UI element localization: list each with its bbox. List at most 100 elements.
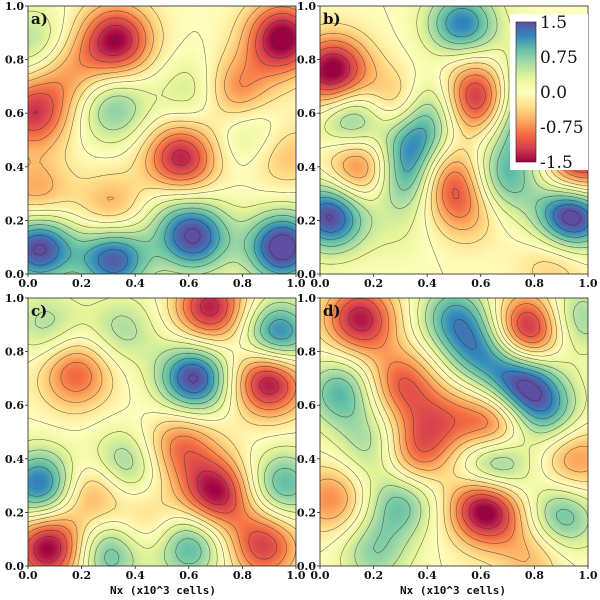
- contour-level: [27, 319, 293, 497]
- contour-level: [27, 297, 297, 567]
- contour-lines: [319, 297, 589, 567]
- colorbar-tick-label: 1.5: [540, 13, 567, 33]
- contour-level: [27, 6, 297, 181]
- contour-level: [322, 297, 575, 554]
- panel-a: 0.00.0 0.2 0.2 0.4 0.4 0.6 0.6 0.8 0.8 1.0 1.0 a): [5, 0, 306, 290]
- contour-level: [27, 297, 297, 567]
- axes-frame: [319, 297, 589, 567]
- contour-level: [516, 380, 542, 402]
- x-tick-label: 0.6: [471, 277, 490, 290]
- contour-level: [188, 373, 199, 384]
- x-tick-label: 1.0: [578, 277, 597, 290]
- contour-level: [27, 301, 297, 567]
- colorbar: 1.5 0.75 0.0 -0.75 -1.5: [510, 13, 588, 173]
- contour-level: [319, 297, 589, 567]
- contour-level: [348, 307, 503, 529]
- contour-level: [27, 297, 296, 567]
- tick-labels: 0.00.00.20.20.40.40.60.60.80.81.01.0: [297, 0, 598, 290]
- tick-labels: 0.00.00.20.20.40.40.60.60.80.81.01.0: [297, 292, 598, 582]
- contour-level: [27, 5, 297, 217]
- x-tick-label: 0.8: [525, 569, 544, 582]
- contour-level: [27, 213, 297, 275]
- panel-label: a): [31, 10, 48, 28]
- contour-lines: [27, 5, 297, 275]
- y-tick-label: 0.4: [5, 161, 24, 174]
- x-tick-label: 0.2: [364, 277, 383, 290]
- contour-level: [319, 22, 589, 275]
- heatmap-image: [320, 298, 588, 566]
- x-tick-label: 0.2: [72, 569, 91, 582]
- contour-level: [478, 507, 493, 520]
- y-tick-label: 0.2: [297, 214, 316, 227]
- x-tick-label: 0.8: [233, 277, 252, 290]
- contour-level: [319, 5, 589, 265]
- x-axis-labels: Nx (x10^3 cells) Nx (x10^3 cells): [110, 584, 506, 597]
- contour-level: [319, 297, 589, 567]
- x-tick-label: 0.4: [418, 569, 437, 582]
- panel-label: c): [31, 302, 47, 320]
- contour-level: [324, 62, 341, 77]
- y-tick-label: 0.4: [297, 161, 316, 174]
- contour-level: [27, 10, 297, 229]
- x-axis-label-bottom-left: Nx (x10^3 cells): [110, 584, 216, 597]
- y-tick-label: 0.0: [5, 268, 24, 281]
- contour-level: [27, 297, 297, 567]
- contour-level: [27, 13, 297, 175]
- x-tick-label: 0.4: [126, 277, 145, 290]
- y-tick-label: 0.6: [5, 399, 24, 412]
- x-tick-label: 0.2: [72, 277, 91, 290]
- colorbar-tick-label: -0.75: [540, 118, 584, 138]
- y-tick-label: 0.2: [297, 506, 316, 519]
- contour-level: [319, 297, 589, 562]
- x-axis-label-bottom-right: Nx (x10^3 cells): [400, 584, 506, 597]
- contour-level: [111, 28, 293, 50]
- x-tick-label: 0.8: [233, 569, 252, 582]
- contour-level: [339, 298, 540, 537]
- contour-level: [27, 95, 297, 275]
- x-tick-label: 0.0: [310, 277, 329, 290]
- contour-lines: [319, 5, 589, 275]
- contour-level: [36, 363, 209, 482]
- contour-level: [27, 5, 297, 201]
- tick-labels: 0.00.00.20.20.40.40.60.60.80.81.01.0: [5, 0, 306, 290]
- contour-level: [27, 5, 297, 223]
- y-tick-label: 0.2: [5, 214, 24, 227]
- contour-lines: [27, 297, 297, 567]
- contour-level: [27, 297, 289, 567]
- panel-label: b): [323, 10, 341, 28]
- y-tick-label: 0.2: [5, 506, 24, 519]
- x-tick-label: 1.0: [286, 277, 305, 290]
- x-tick-label: 1.0: [578, 569, 597, 582]
- x-tick-label: 0.4: [126, 569, 145, 582]
- contour-level: [33, 297, 279, 564]
- panel-c: 0.00.0 0.2 0.2 0.4 0.4 0.6 0.6 0.8 0.8 1.0 1.0 c): [5, 292, 306, 582]
- y-tick-label: 1.0: [297, 0, 316, 13]
- y-tick-label: 0.0: [297, 560, 316, 573]
- y-tick-label: 0.8: [5, 346, 24, 359]
- contour-level: [27, 310, 297, 567]
- y-tick-label: 0.6: [297, 107, 316, 120]
- x-tick-label: 0.0: [18, 569, 37, 582]
- y-tick-label: 0.6: [5, 107, 24, 120]
- colorbar-gradient: [515, 21, 537, 163]
- axes-frame: [27, 297, 297, 567]
- y-tick-label: 0.4: [297, 453, 316, 466]
- y-tick-label: 0.0: [297, 268, 316, 281]
- y-tick-label: 0.6: [297, 399, 316, 412]
- x-tick-label: 0.0: [310, 569, 329, 582]
- contour-level: [326, 210, 581, 226]
- contour-level: [441, 305, 561, 420]
- axes-frame: [27, 5, 297, 275]
- y-tick-label: 1.0: [297, 292, 316, 305]
- panels-group: 0.00.00.20.20.40.40.60.60.80.81.01.0a)0.…: [5, 0, 598, 582]
- contour-level: [27, 219, 297, 273]
- colorbar-tick-label: 0.0: [540, 83, 567, 103]
- x-tick-label: 0.6: [179, 569, 198, 582]
- x-tick-label: 0.4: [418, 277, 437, 290]
- x-tick-label: 0.8: [525, 277, 544, 290]
- contour-level: [27, 297, 297, 567]
- colorbar-tick-label: 0.75: [540, 48, 578, 68]
- contour-level: [319, 53, 351, 85]
- x-tick-label: 0.6: [471, 569, 490, 582]
